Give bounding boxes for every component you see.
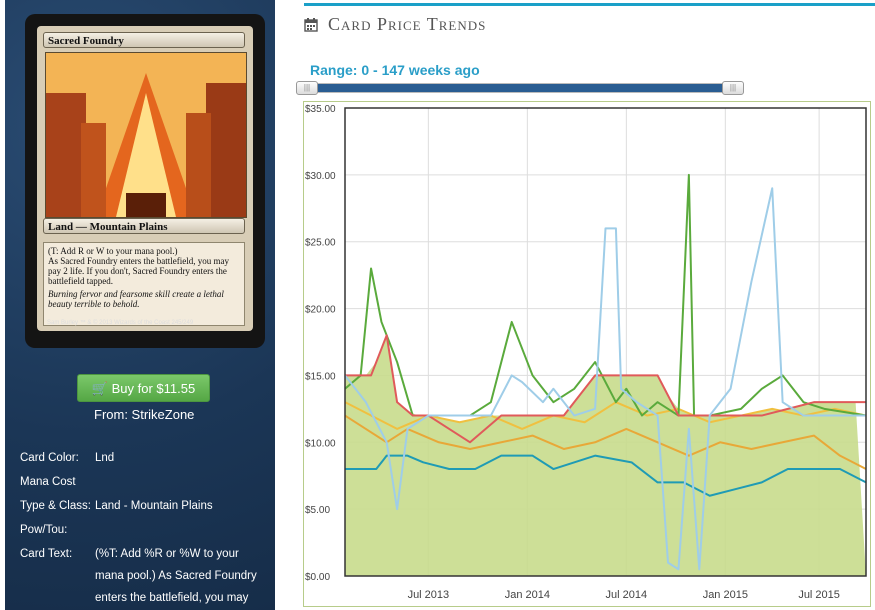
series-line-3: [344, 173, 867, 417]
x-tick-label: Jan 2014: [505, 589, 550, 601]
range-slider-fill: [308, 84, 736, 92]
y-tick-label: $5.00: [305, 505, 330, 516]
buy-button-label: Buy for $11.55: [111, 381, 196, 396]
x-tick-label: Jul 2014: [606, 589, 648, 601]
attr-value: Land - Mountain Plains: [95, 500, 213, 512]
area-fill: [345, 335, 866, 576]
card-image: Sacred Foundry Land — Mountain Plains (T…: [25, 14, 265, 348]
x-tick-label: Jul 2013: [408, 589, 450, 601]
chart-series: [344, 173, 867, 571]
range-slider-handle-right[interactable]: |||: [722, 81, 744, 95]
card-type-line: Land — Mountain Plains: [43, 218, 245, 234]
chart-area-fill: [345, 335, 866, 576]
card-frame: Sacred Foundry Land — Mountain Plains (T…: [37, 26, 253, 331]
y-tick-label: $25.00: [305, 238, 336, 249]
y-tick-label: $10.00: [305, 438, 336, 449]
attr-key: Pow/Tou:: [20, 524, 68, 536]
x-axis-ticks: Jul 2013 Jan 2014 Jul 2014 Jan 2015 Jul 2015: [408, 589, 840, 601]
y-tick-label: $35.00: [305, 104, 336, 115]
range-slider-handle-left[interactable]: |||: [296, 81, 318, 95]
x-tick-label: Jan 2015: [703, 589, 748, 601]
card-rules-2: As Sacred Foundry enters the battlefield…: [48, 256, 229, 286]
attr-key: Mana Cost: [20, 476, 76, 488]
card-footer: Sam Burley ™ & © 2013 Wizards of the Coa…: [47, 320, 193, 326]
range-label: Range: 0 - 147 weeks ago: [310, 62, 480, 78]
cart-icon: 🛒: [91, 381, 108, 396]
plot-border: [344, 107, 867, 577]
card-artist: Sam Burley: [47, 320, 79, 326]
series-line-0: [345, 454, 867, 497]
left-panel: Sacred Foundry Land — Mountain Plains (T…: [5, 0, 275, 610]
card-name: Sacred Foundry: [43, 32, 245, 48]
seller-label: From: StrikeZone: [94, 407, 195, 422]
attr-value: (%T: Add %R or %W to your mana pool.) As…: [95, 548, 257, 604]
card-copyright: ™ & © 2013 Wizards of the Coast 245/249: [79, 320, 194, 326]
calendar-icon: [304, 18, 318, 32]
card-art: [45, 52, 247, 218]
y-tick-label: $30.00: [305, 171, 336, 182]
y-axis-ticks: $0.00 $5.00 $10.00 $15.00 $20.00 $25.00 $30.00…: [305, 104, 336, 583]
y-tick-label: $15.00: [305, 371, 336, 382]
attr-row-text: Card Text: (%T: Add %R or %W to your man…: [20, 548, 270, 610]
page-title: Card Price Trends: [328, 14, 487, 34]
card-text-box: (T: Add R or W to your mana pool.) As Sa…: [43, 242, 245, 326]
attr-key: Card Color:: [20, 452, 79, 464]
series-line-5: [344, 187, 866, 571]
y-tick-label: $20.00: [305, 305, 336, 316]
x-tick-label: Jul 2015: [798, 589, 840, 601]
attr-key: Type & Class:: [20, 500, 91, 512]
y-tick-label: $0.00: [305, 572, 330, 583]
attr-value: Lnd: [95, 452, 115, 464]
card-art-illustration: [46, 53, 246, 217]
price-chart: $0.00 $5.00 $10.00 $15.00 $20.00 $25.00 $30.00…: [303, 101, 871, 607]
buy-button[interactable]: 🛒 Buy for $11.55: [77, 374, 210, 402]
card-flavor: Burning fervor and fearsome skill create…: [48, 289, 224, 309]
attr-key: Card Text:: [20, 548, 73, 560]
series-line-4: [345, 334, 866, 444]
card-rules-1: (T: Add R or W to your mana pool.): [48, 246, 178, 256]
header-accent-line: [304, 3, 875, 6]
